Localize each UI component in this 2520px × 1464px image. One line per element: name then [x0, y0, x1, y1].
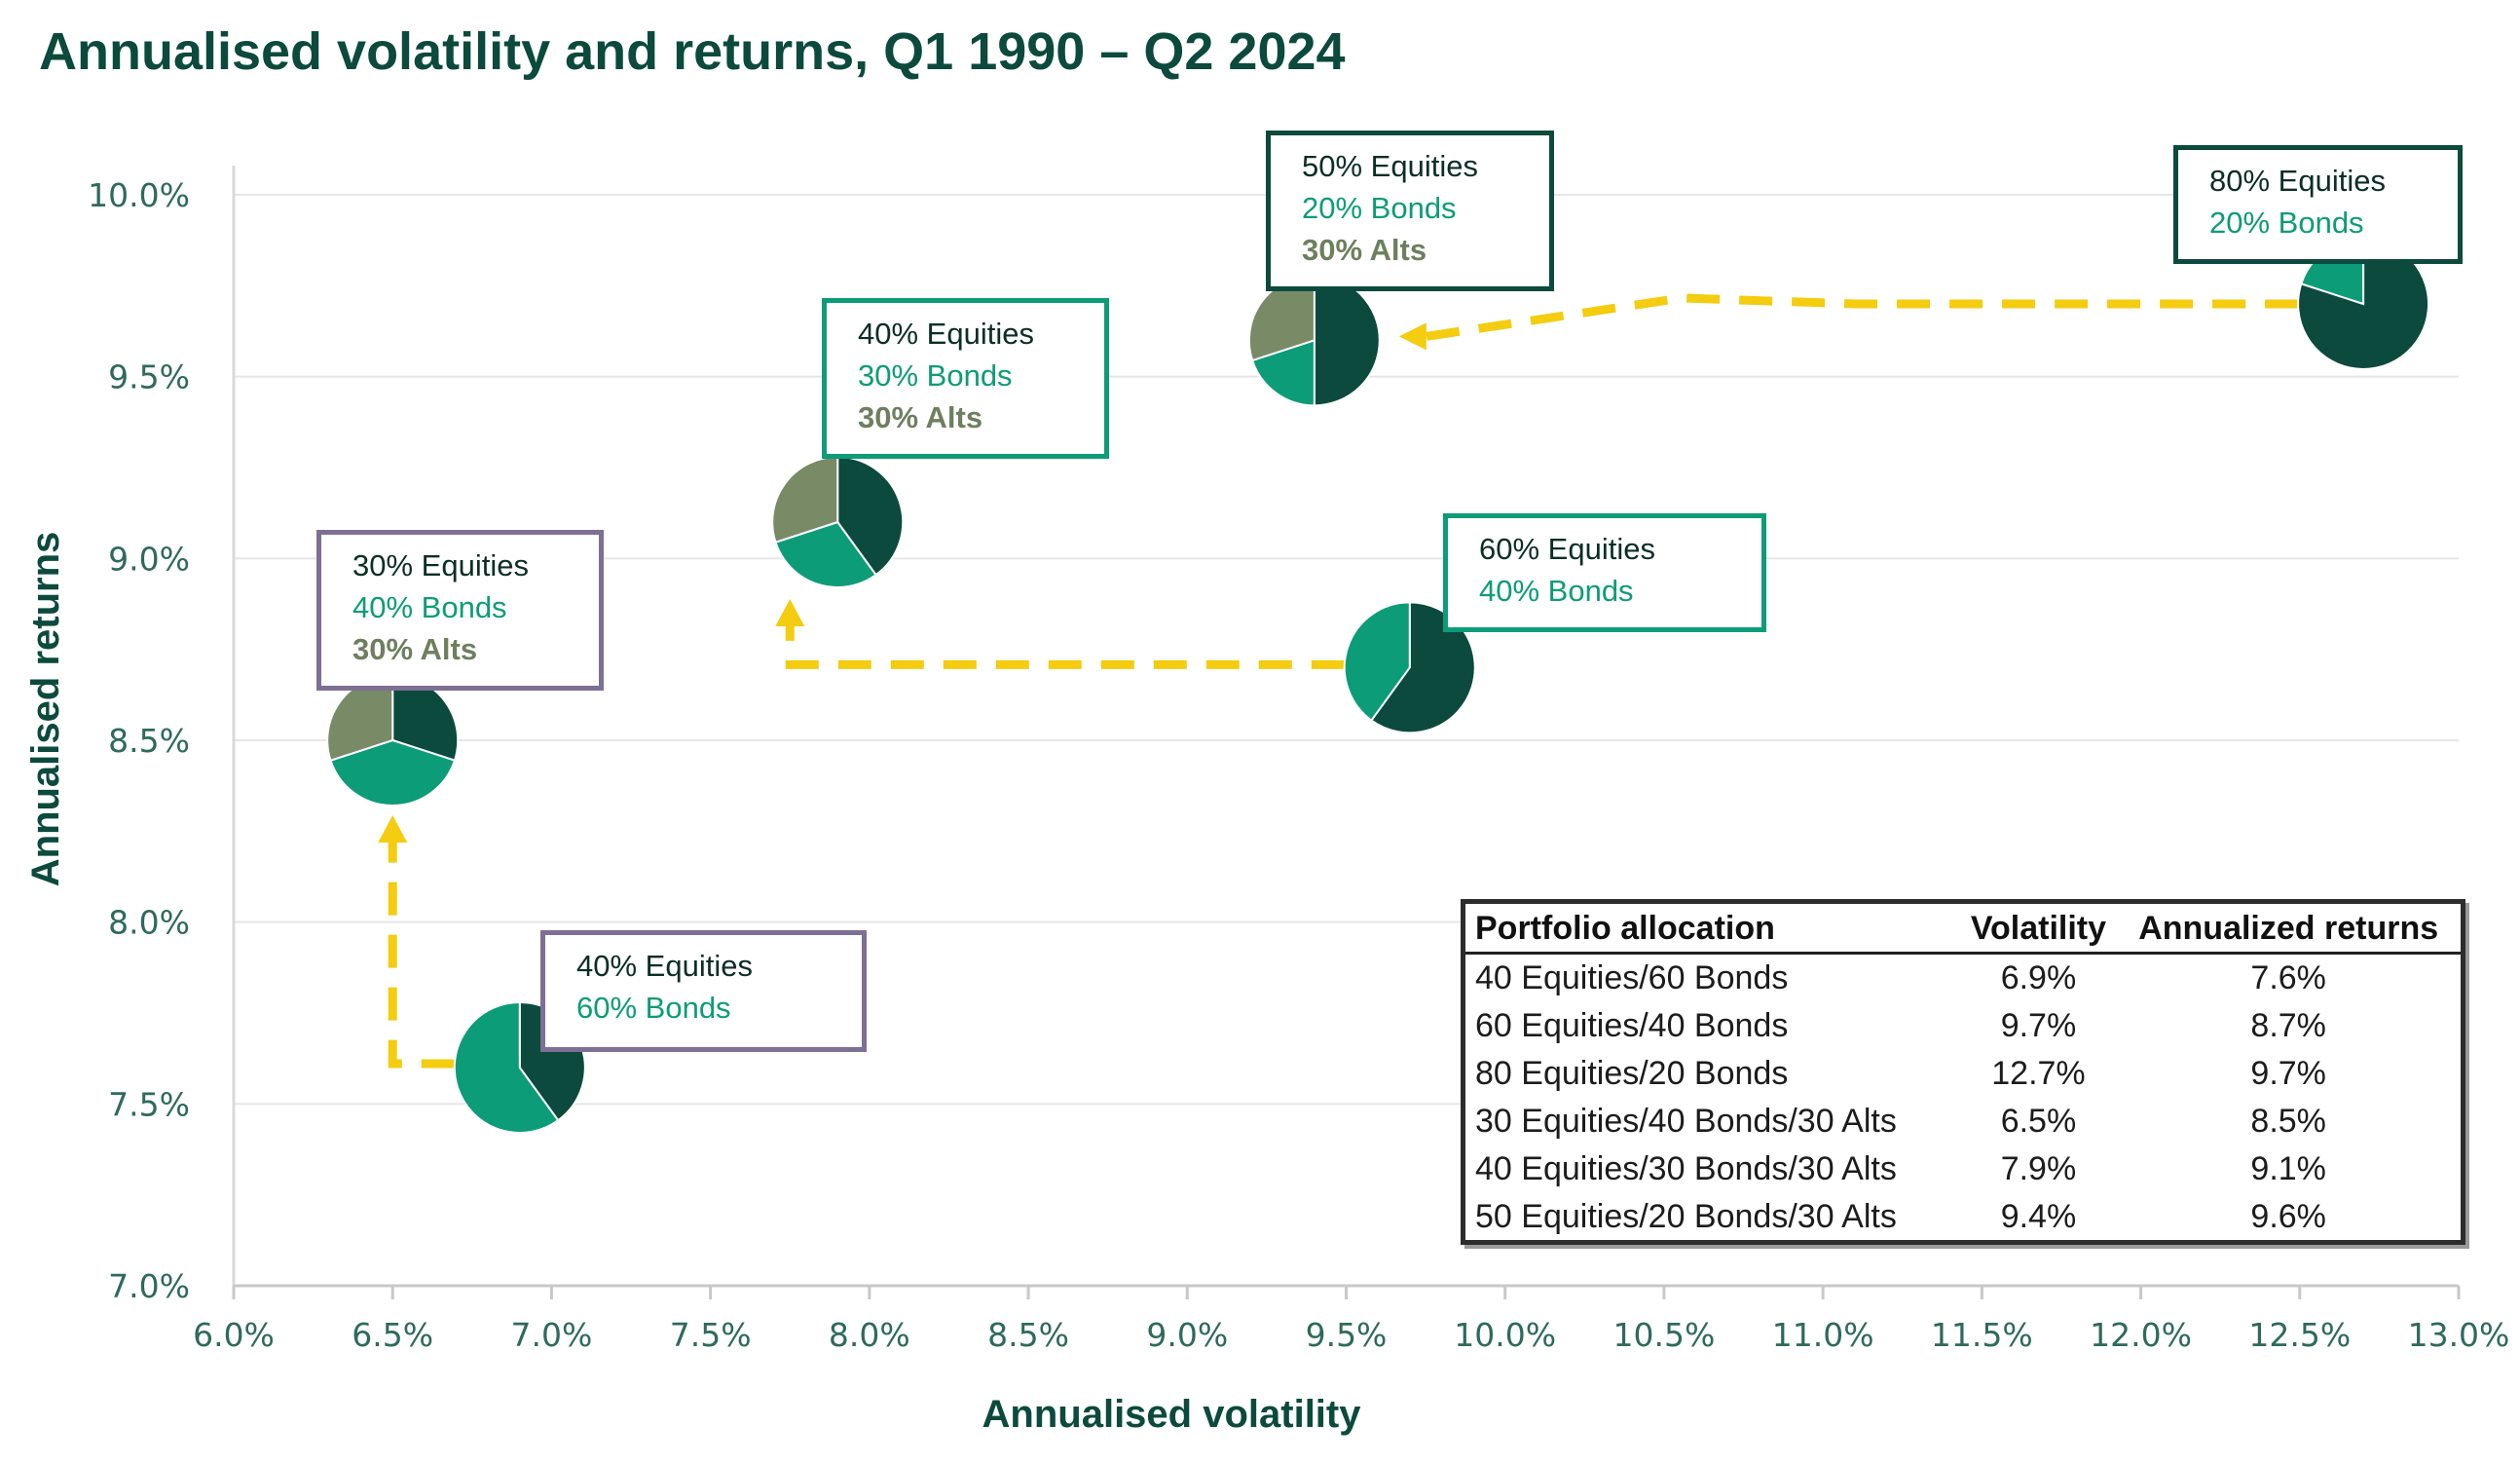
- point-label-line: 20% Bonds: [1302, 191, 1457, 225]
- pie-markers: [326, 237, 2430, 1134]
- summary-table-grid: Portfolio allocation Volatility Annualiz…: [1465, 904, 2461, 1241]
- x-tick-label: 10.0%: [1454, 1316, 1556, 1354]
- arrow-head: [1398, 322, 1427, 351]
- table-cell: 6.5%: [2000, 1103, 2077, 1140]
- table-cell: 12.7%: [1991, 1055, 2086, 1092]
- arrow-path: [388, 843, 455, 1069]
- x-tick-label: 6.0%: [193, 1316, 275, 1354]
- point-label-a30: 30% Equities 40% Bonds 30% Alts: [316, 530, 604, 691]
- table-cell: 9.6%: [2250, 1198, 2326, 1235]
- table-cell: 80 Equities/20 Bonds: [1475, 1055, 1789, 1092]
- table-row: 40 Equities/30 Bonds/30 Alts 7.9% 9.1%: [1465, 1145, 2461, 1193]
- pie-slice-equities: [1313, 274, 1381, 407]
- table-cell: 7.9%: [2000, 1150, 2077, 1187]
- x-tick-label: 8.5%: [987, 1316, 1069, 1354]
- x-tick-label: 8.0%: [829, 1316, 910, 1354]
- y-tick-label: 7.5%: [108, 1085, 190, 1123]
- point-label-line: 20% Bonds: [2209, 206, 2364, 240]
- point-label-line: 40% Equities: [858, 317, 1034, 351]
- y-ticks: 7.0% 7.5% 8.0% 8.5% 9.0% 9.5% 10.0%: [88, 176, 190, 1305]
- point-label-line: 50% Equities: [1302, 149, 1478, 183]
- point-label-line: 30% Alts: [352, 632, 478, 666]
- pie-slice-equities: [1370, 601, 1476, 734]
- table-row: 80 Equities/20 Bonds 12.7% 9.7%: [1465, 1050, 2461, 1098]
- x-tick-label: 12.5%: [2248, 1316, 2351, 1354]
- table-cell: 6.9%: [2000, 959, 2077, 996]
- table-cell: 9.7%: [2250, 1055, 2326, 1092]
- table-cell: 30 Equities/40 Bonds/30 Alts: [1475, 1103, 1897, 1140]
- table-cell: 40 Equities/60 Bonds: [1475, 959, 1789, 996]
- table-header: Portfolio allocation: [1465, 904, 1961, 955]
- table-row: 60 Equities/40 Bonds 9.7% 8.7%: [1465, 1002, 2461, 1050]
- table-header-row: Portfolio allocation Volatility Annualiz…: [1465, 904, 2461, 955]
- x-tick-label: 7.5%: [670, 1316, 752, 1354]
- arrow-head: [775, 599, 805, 626]
- pie-a50: [1247, 274, 1381, 407]
- y-axis-title: Annualised returns: [24, 532, 67, 887]
- table-cell: 50 Equities/20 Bonds/30 Alts: [1475, 1198, 1897, 1235]
- point-label-line: 40% Equities: [576, 949, 753, 983]
- point-label-line: 60% Equities: [1479, 532, 1655, 566]
- x-tick-label: 12.0%: [2090, 1316, 2192, 1354]
- point-label-line: 80% Equities: [2209, 164, 2386, 198]
- x-tick-label: 10.5%: [1613, 1316, 1716, 1354]
- table-row: 30 Equities/40 Bonds/30 Alts 6.5% 8.5%: [1465, 1098, 2461, 1145]
- table-cell: 7.6%: [2250, 959, 2326, 996]
- point-label-line: 30% Alts: [858, 400, 983, 434]
- y-tick-label: 9.5%: [108, 358, 190, 396]
- pie-slice-bonds: [329, 738, 457, 807]
- x-tick-label: 11.5%: [1931, 1316, 2033, 1354]
- x-tick-label: 9.0%: [1146, 1316, 1228, 1354]
- x-ticks: 6.0% 6.5% 7.0% 7.5% 8.0% 8.5% 9.0% 9.5% 10.0% 10.…: [193, 1286, 2509, 1354]
- pie-p60: [1343, 601, 1476, 734]
- pie-a40: [771, 455, 905, 588]
- point-label-line: 30% Bonds: [858, 358, 1013, 393]
- point-label-line: 40% Bonds: [1479, 574, 1634, 608]
- point-label-a50: 50% Equities 20% Bonds 30% Alts: [1266, 131, 1554, 291]
- pie-slice-bonds: [774, 520, 877, 588]
- table-header: Volatility: [1960, 904, 2117, 955]
- pie-slice-bonds: [1250, 338, 1316, 407]
- table-cell: 60 Equities/40 Bonds: [1475, 1007, 1789, 1044]
- x-tick-label: 13.0%: [2408, 1316, 2510, 1354]
- y-tick-label: 8.0%: [108, 904, 190, 942]
- x-tick-label: 7.0%: [511, 1316, 593, 1354]
- y-tick-label: 7.0%: [108, 1267, 190, 1305]
- point-label-line: 30% Equities: [352, 548, 529, 582]
- table-cell: 8.5%: [2250, 1103, 2326, 1140]
- pie-a30: [326, 673, 460, 807]
- table-cell: 9.7%: [2000, 1007, 2077, 1044]
- arrow-head: [378, 815, 408, 843]
- table-row: 50 Equities/20 Bonds/30 Alts 9.4% 9.6%: [1465, 1193, 2461, 1241]
- arrow-path: [785, 626, 1345, 669]
- x-tick-label: 9.5%: [1306, 1316, 1388, 1354]
- y-tick-label: 10.0%: [88, 176, 190, 214]
- point-label-line: 40% Bonds: [352, 590, 507, 624]
- x-axis-title: Annualised volatility: [982, 1393, 1362, 1436]
- table-cell: 9.1%: [2250, 1150, 2326, 1187]
- point-label-p60: 60% Equities 40% Bonds: [1443, 513, 1766, 632]
- point-label-p80: 80% Equities 20% Bonds: [2173, 145, 2463, 264]
- chart-title: Annualised volatility and returns, Q1 19…: [39, 22, 1346, 81]
- point-label-line: 60% Bonds: [576, 991, 731, 1025]
- y-tick-label: 9.0%: [108, 540, 190, 578]
- summary-table: Portfolio allocation Volatility Annualiz…: [1461, 899, 2465, 1245]
- point-label-line: 30% Alts: [1302, 233, 1427, 267]
- pie-slice-bonds: [1343, 601, 1411, 722]
- arrow-path: [1426, 293, 2299, 341]
- pie-slice-equities: [836, 455, 905, 577]
- pie-slice-bonds: [453, 1000, 560, 1134]
- x-tick-label: 6.5%: [352, 1316, 433, 1354]
- allocation-arrows: [378, 293, 2299, 1069]
- y-tick-label: 8.5%: [108, 722, 190, 760]
- table-row: 40 Equities/60 Bonds 6.9% 7.6%: [1465, 954, 2461, 1003]
- table-cell: 40 Equities/30 Bonds/30 Alts: [1475, 1150, 1897, 1187]
- x-tick-label: 11.0%: [1772, 1316, 1874, 1354]
- table-header: Annualized returns: [2116, 904, 2461, 955]
- table-cell: 9.4%: [2000, 1198, 2077, 1235]
- point-label-a40: 40% Equities 30% Bonds 30% Alts: [822, 298, 1109, 459]
- table-cell: 8.7%: [2250, 1007, 2326, 1044]
- point-label-p40: 40% Equities 60% Bonds: [540, 930, 867, 1052]
